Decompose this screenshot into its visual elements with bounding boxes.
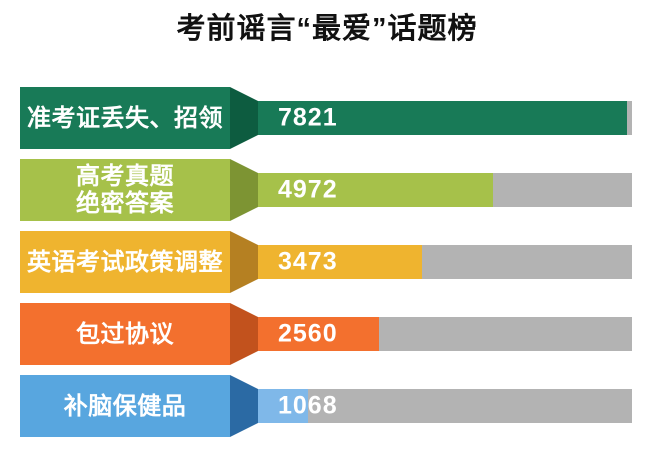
chart-title: 考前谣言“最爱”话题榜 (176, 13, 478, 45)
bar-value-label: 4972 (278, 175, 338, 204)
bar-category-label: 英语考试政策调整 (27, 248, 223, 276)
bar-fill (258, 389, 308, 423)
bar-category-label-box: 包过协议 (20, 303, 230, 365)
bar-category-label: 补脑保健品 (63, 392, 187, 420)
label-arrow-connector (230, 87, 258, 149)
label-arrow-connector (230, 231, 258, 293)
bar-fill (258, 245, 422, 279)
bar-category-label: 准考证丢失、招领 (27, 104, 223, 132)
bar-category-label-box: 准考证丢失、招领 (20, 87, 230, 149)
bar-category-label-box: 高考真题 绝密答案 (20, 159, 230, 221)
label-arrow-connector (230, 375, 258, 437)
bar-row: 补脑保健品 1068 (0, 375, 654, 437)
bar-category-label: 绝密答案 (76, 190, 174, 217)
bar-value-label: 2560 (278, 319, 338, 348)
bar-category-label: 高考真题 (76, 163, 174, 190)
label-arrow-connector (230, 159, 258, 221)
bar-row: 高考真题 绝密答案 4972 (0, 159, 654, 221)
bar-value-label: 1068 (278, 391, 338, 420)
bar-fill (258, 173, 493, 207)
bar-value-label: 7821 (278, 103, 338, 132)
bar-fill (258, 317, 379, 351)
bar-track: 3473 (258, 245, 632, 279)
bar-track: 2560 (258, 317, 632, 351)
bar-rows: 准考证丢失、招领 7821 高考真题 绝密答案 4972 英语考试政策调整 347… (0, 87, 654, 437)
bar-category-label-box: 英语考试政策调整 (20, 231, 230, 293)
bar-row: 准考证丢失、招领 7821 (0, 87, 654, 149)
bar-row: 英语考试政策调整 3473 (0, 231, 654, 293)
bar-track: 1068 (258, 389, 632, 423)
label-arrow-connector (230, 303, 258, 365)
bar-row: 包过协议 2560 (0, 303, 654, 365)
bar-track: 4972 (258, 173, 632, 207)
bar-category-label-box: 补脑保健品 (20, 375, 230, 437)
bar-fill (258, 101, 627, 135)
bar-value-label: 3473 (278, 247, 338, 276)
bar-category-label: 包过协议 (76, 320, 174, 348)
bar-track: 7821 (258, 101, 632, 135)
